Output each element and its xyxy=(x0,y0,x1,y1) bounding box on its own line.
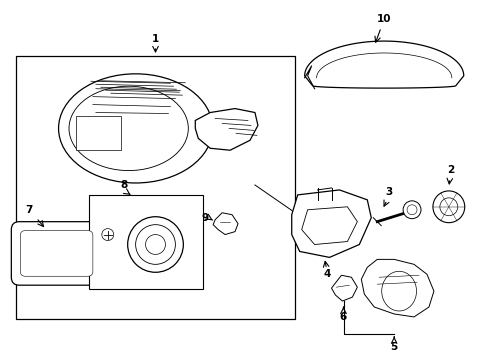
Text: 8: 8 xyxy=(120,180,127,190)
Polygon shape xyxy=(196,109,258,150)
Polygon shape xyxy=(361,260,434,317)
Circle shape xyxy=(128,217,183,272)
Polygon shape xyxy=(213,213,238,235)
Polygon shape xyxy=(302,207,357,244)
Circle shape xyxy=(403,201,421,219)
Text: 4: 4 xyxy=(324,269,331,279)
Circle shape xyxy=(433,191,465,223)
Bar xyxy=(76,116,121,150)
FancyBboxPatch shape xyxy=(20,231,93,276)
Ellipse shape xyxy=(69,86,188,171)
Text: 10: 10 xyxy=(377,14,392,24)
Bar xyxy=(16,56,294,319)
Circle shape xyxy=(136,225,175,264)
Circle shape xyxy=(102,229,114,240)
Circle shape xyxy=(146,235,166,255)
Text: 9: 9 xyxy=(201,213,208,223)
Text: 5: 5 xyxy=(391,342,398,352)
Polygon shape xyxy=(332,275,357,301)
Circle shape xyxy=(440,198,458,216)
Bar xyxy=(89,195,203,289)
Text: 1: 1 xyxy=(152,34,159,44)
Text: 2: 2 xyxy=(447,165,454,175)
Text: 3: 3 xyxy=(386,187,393,197)
Circle shape xyxy=(407,205,417,215)
Text: 6: 6 xyxy=(340,312,347,322)
Text: 7: 7 xyxy=(25,205,33,215)
Ellipse shape xyxy=(382,271,416,311)
Polygon shape xyxy=(305,41,464,88)
Polygon shape xyxy=(292,190,371,257)
Ellipse shape xyxy=(59,74,213,183)
FancyBboxPatch shape xyxy=(11,222,102,285)
